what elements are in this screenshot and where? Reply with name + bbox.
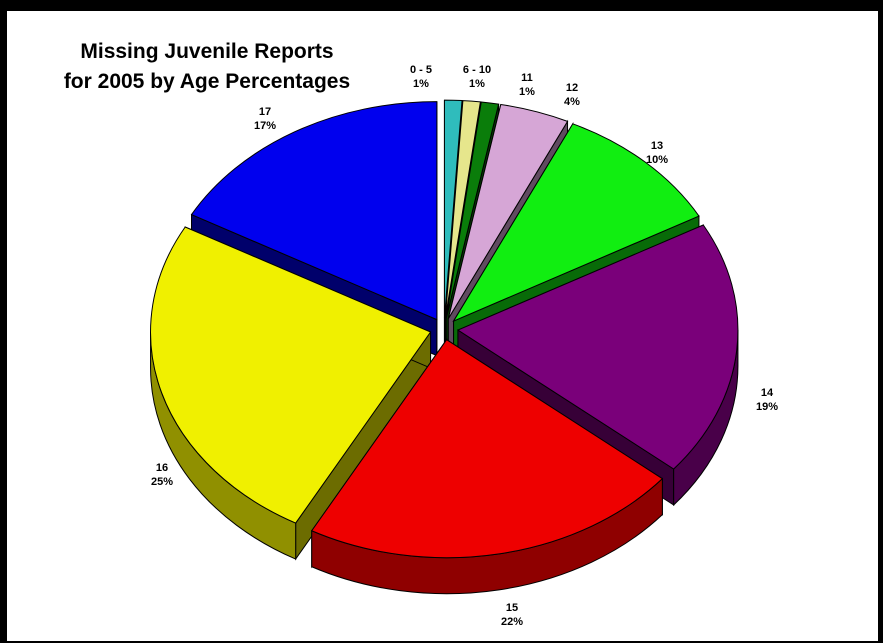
slice-label-category: 15 [505,602,519,614]
chart-frame: Missing Juvenile Reports for 2005 by Age… [6,10,879,642]
slice-label-value: 25% [150,476,174,488]
slice-label-value: 10% [645,154,669,166]
slice-label-value: 1% [469,78,485,90]
slice-label-value: 4% [564,96,580,108]
slice-label-category: 17 [258,106,272,118]
slice-label: 17 17% [254,105,276,133]
slice-label-value: 19% [755,401,779,413]
slice-label-category: 6 - 10 [462,64,492,76]
pie-slice-6-10 [444,100,481,319]
pie-slice-group [310,338,664,595]
pie-slice-11 [445,101,500,319]
slice-label-category: 16 [155,462,169,474]
slice-label-value: 1% [519,86,535,98]
chart-title-line-2: for 2005 by Age Percentages [63,70,351,93]
chart-title: Missing Juvenile Reports for 2005 by Age… [7,37,407,97]
slice-label-category: 13 [650,140,664,152]
pie-slice-12 [447,103,569,319]
pie-slice-13 [452,123,700,323]
slice-label: 16 25% [151,461,173,489]
pie-slice-0-5 [443,99,463,319]
slice-label-value: 1% [413,78,429,90]
slice-label-category: 12 [565,82,579,94]
pie-slice-17 [190,101,438,321]
slice-label: 15 22% [501,601,523,629]
slice-label: 11 1% [519,71,535,99]
pie-slice-15 [310,339,664,559]
slice-label: 14 19% [756,386,778,414]
slice-label: 13 10% [646,139,668,167]
slice-label-category: 14 [760,387,774,399]
pie-chart [150,99,739,595]
slice-label-category: 0 - 5 [409,64,433,76]
chart-title-line-1: Missing Juvenile Reports [80,40,334,63]
pie-slice-14 [456,224,739,470]
slice-label-value: 22% [500,616,524,628]
pie-slice-group [150,226,432,561]
slice-label: 0 - 5 1% [410,63,432,91]
slice-label: 12 4% [564,81,580,109]
slice-label-value: 17% [253,120,277,132]
pie-slice-16 [150,226,432,524]
slice-label-category: 11 [521,72,533,84]
slice-label: 6 - 10 1% [463,63,491,91]
